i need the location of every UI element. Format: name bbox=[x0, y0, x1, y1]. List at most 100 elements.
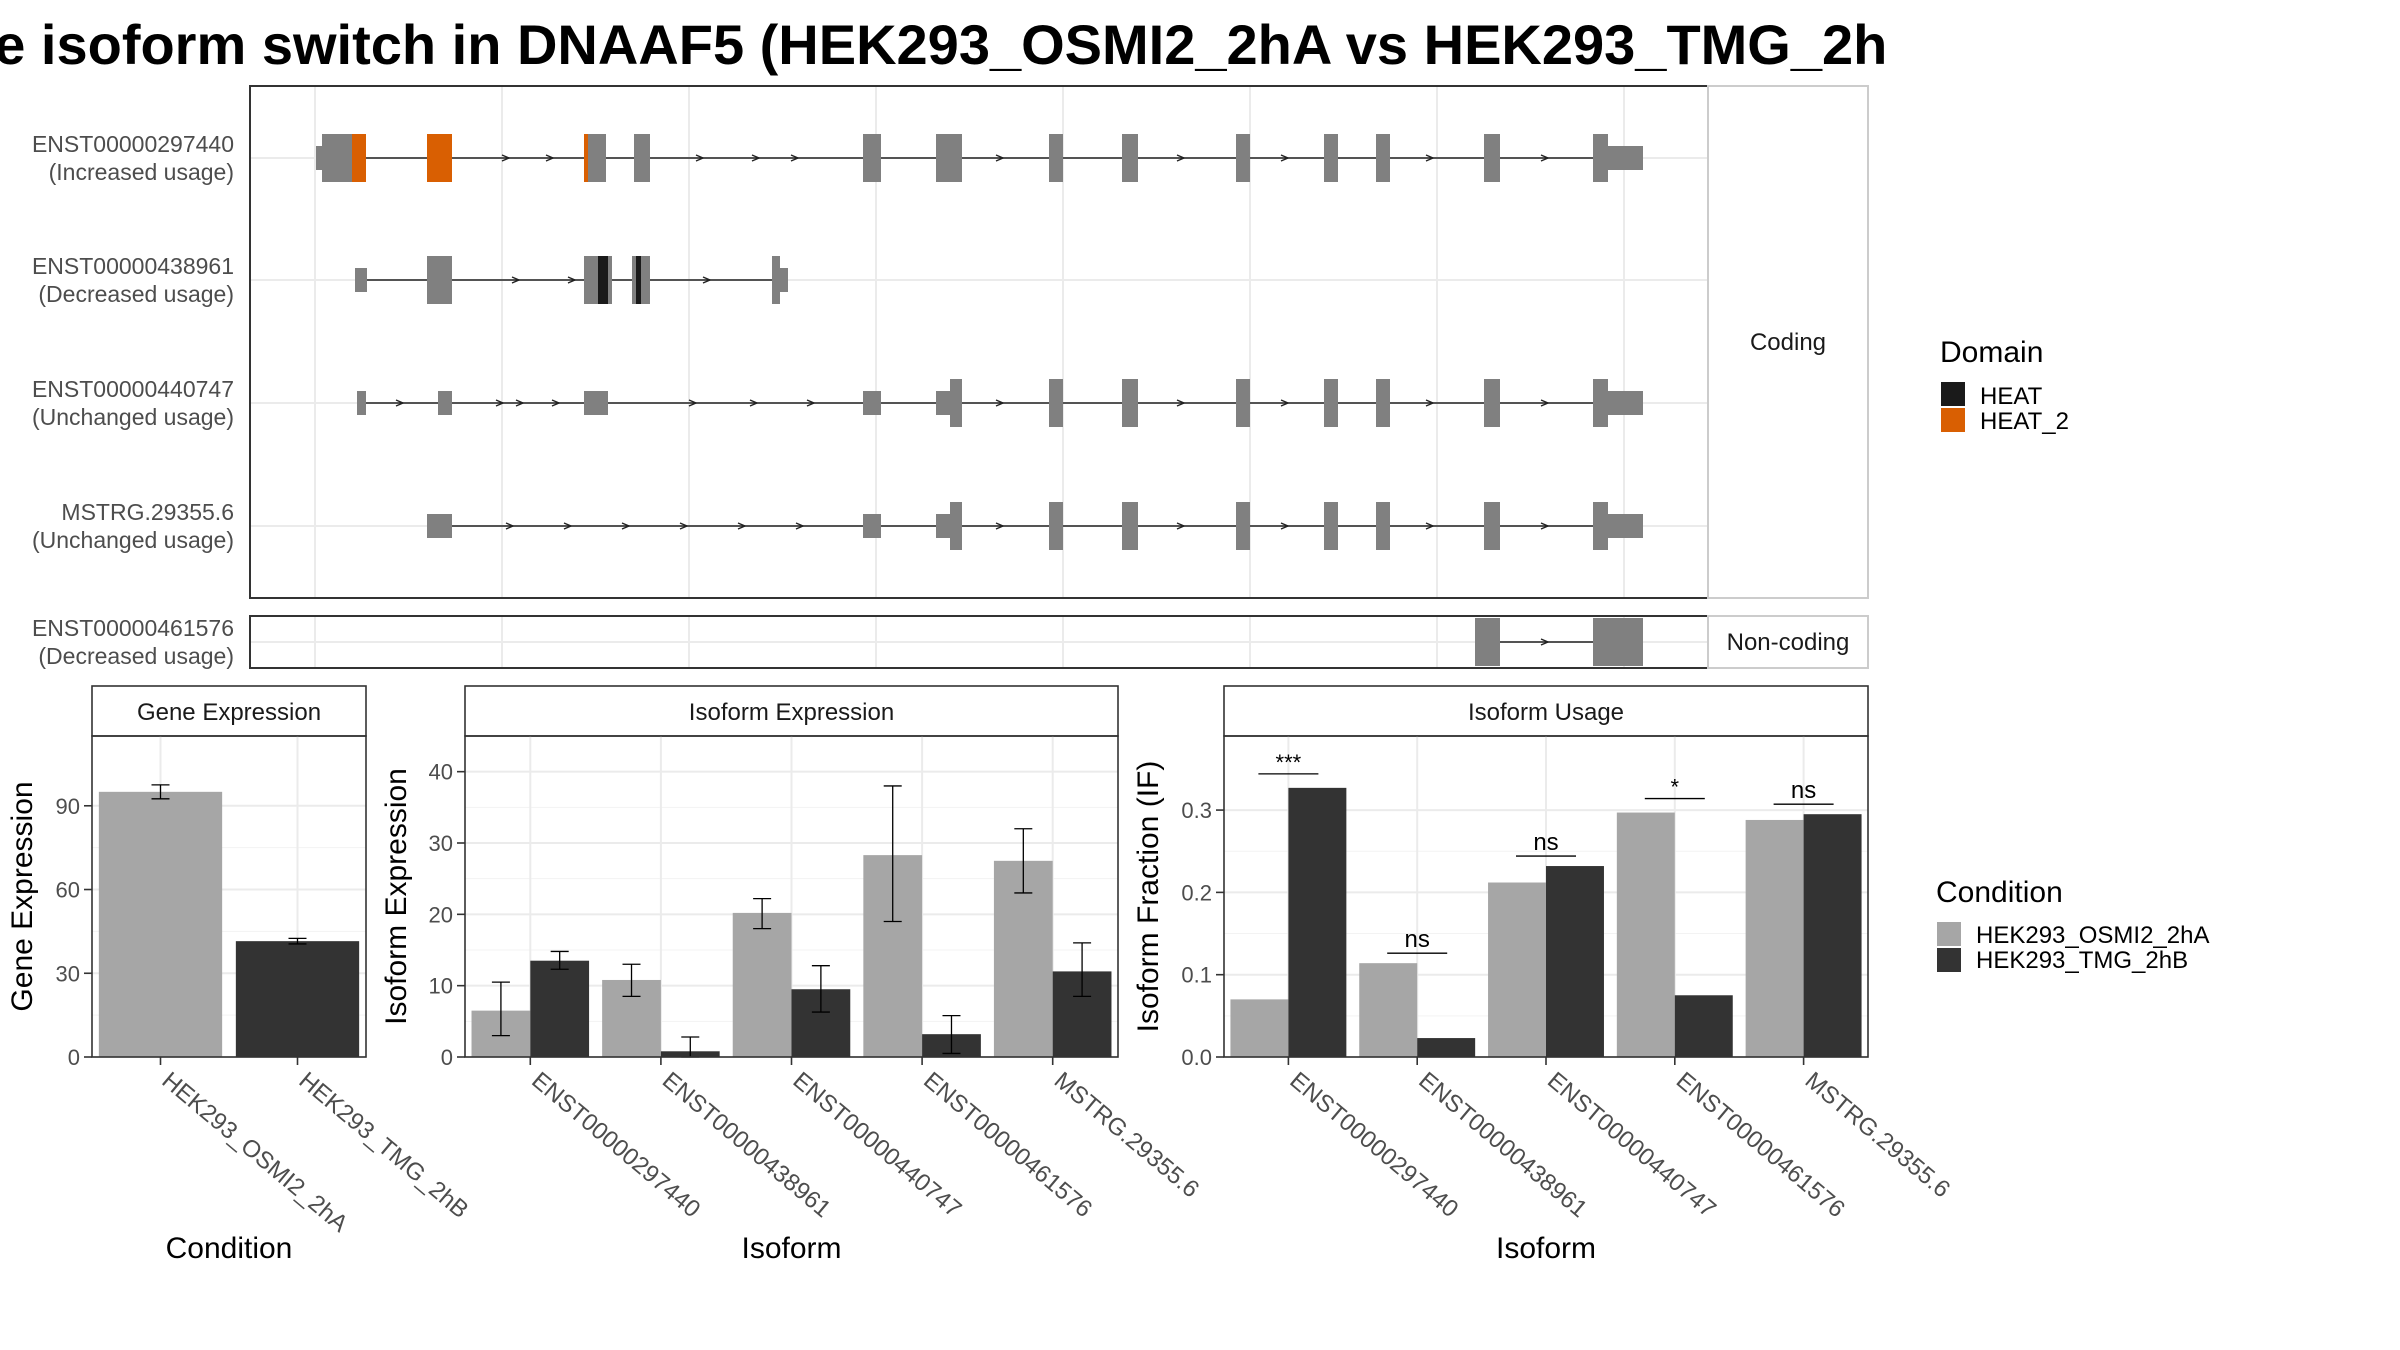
strand-arrow bbox=[1540, 522, 1550, 530]
panel-strip bbox=[91, 685, 367, 737]
error-bar bbox=[151, 784, 170, 800]
exon bbox=[641, 256, 650, 304]
exon bbox=[1593, 379, 1608, 427]
exon bbox=[1324, 379, 1338, 427]
bar-MSTRG.29355.6-HEK293_TMG_2hB bbox=[1803, 814, 1862, 1057]
exon bbox=[316, 146, 322, 170]
heat-swatch bbox=[1941, 382, 1965, 406]
strand-arrow bbox=[790, 154, 800, 162]
facet-label-noncoding: Non-coding bbox=[1727, 629, 1850, 656]
gene-structure-panel: ENST00000297440(Increased usage) ENST0000… bbox=[32, 85, 1869, 669]
heat2-swatch bbox=[1941, 408, 1965, 432]
y-tick-label: 0 bbox=[68, 1045, 80, 1070]
strand-arrow bbox=[1425, 522, 1435, 530]
strand-arrow bbox=[1280, 399, 1290, 407]
exon bbox=[1608, 514, 1643, 538]
bar-ENST00000438961-HEK293_OSMI2_2hA bbox=[1359, 963, 1418, 1057]
exon bbox=[1049, 502, 1063, 550]
exon bbox=[322, 134, 352, 182]
strand-arrow bbox=[688, 399, 698, 407]
y-axis-title: Isoform Expression bbox=[380, 768, 413, 1025]
bar-MSTRG.29355.6-HEK293_OSMI2_2hA bbox=[1745, 819, 1804, 1057]
exon bbox=[936, 134, 962, 182]
exon bbox=[1122, 134, 1138, 182]
exon bbox=[1324, 502, 1338, 550]
exon bbox=[427, 514, 452, 538]
bar-ENST00000297440-HEK293_TMG_2hB bbox=[530, 960, 590, 1057]
y-tick-label: 0.1 bbox=[1181, 963, 1212, 988]
y-axis-title: Isoform Fraction (IF) bbox=[1132, 761, 1165, 1033]
y-tick-label: 0.3 bbox=[1181, 798, 1212, 823]
exon bbox=[632, 256, 636, 304]
exon bbox=[1475, 618, 1500, 666]
exon bbox=[950, 379, 962, 427]
strand-arrow bbox=[679, 522, 689, 530]
strand-arrow bbox=[995, 154, 1005, 162]
y-tick-label: 0 bbox=[441, 1045, 453, 1070]
exon bbox=[1484, 379, 1500, 427]
x-axis-title: Condition bbox=[166, 1232, 293, 1265]
exon bbox=[1608, 391, 1643, 415]
error-bar bbox=[622, 963, 641, 998]
exon bbox=[1236, 134, 1250, 182]
isoform-expression-panel: Isoform Expression010203040ENST000002974… bbox=[380, 685, 1204, 1265]
transcript-id-label: MSTRG.29355.6 bbox=[61, 499, 234, 525]
strand-arrow bbox=[563, 522, 573, 530]
heat-domain-segment bbox=[598, 256, 608, 304]
strand-arrow bbox=[505, 522, 515, 530]
legend-item-condition-1: HEK293_OSMI2_2hA bbox=[1976, 922, 2209, 949]
error-bar bbox=[1073, 942, 1092, 998]
transcript-usage-label: (Decreased usage) bbox=[38, 643, 234, 669]
bar-ENST00000440747-HEK293_OSMI2_2hA bbox=[1488, 882, 1546, 1057]
strand-arrow bbox=[737, 522, 747, 530]
transcript-id-label: ENST00000297440 bbox=[32, 131, 234, 157]
y-tick-label: 60 bbox=[56, 878, 80, 903]
heat-domain-segment bbox=[636, 256, 641, 304]
transcript-usage-label: (Unchanged usage) bbox=[32, 527, 234, 553]
exon bbox=[634, 134, 650, 182]
exon bbox=[950, 502, 962, 550]
strand-arrow bbox=[495, 399, 505, 407]
strand-arrow bbox=[515, 399, 525, 407]
error-bar bbox=[491, 981, 510, 1037]
strand-arrow bbox=[1176, 399, 1186, 407]
strand-arrow bbox=[511, 276, 521, 284]
exon bbox=[432, 256, 452, 304]
error-bar bbox=[942, 1014, 961, 1055]
transcript-ENST00000440747 bbox=[357, 379, 1643, 427]
significance-label: ns bbox=[1405, 926, 1430, 953]
exon bbox=[936, 391, 950, 415]
exon bbox=[1593, 618, 1643, 666]
exon bbox=[1376, 502, 1390, 550]
exon bbox=[863, 134, 881, 182]
strand-arrow bbox=[702, 276, 712, 284]
exon bbox=[1049, 134, 1063, 182]
strand-arrow bbox=[1540, 399, 1550, 407]
exon bbox=[780, 268, 788, 292]
exon bbox=[584, 256, 598, 304]
y-tick-label: 20 bbox=[429, 902, 453, 927]
panel-strip bbox=[1223, 685, 1869, 737]
error-bar bbox=[550, 950, 569, 970]
panel-title: Isoform Usage bbox=[1468, 699, 1624, 726]
condition-swatch-1 bbox=[1937, 922, 1961, 946]
strand-arrow bbox=[395, 399, 405, 407]
significance-label: ns bbox=[1533, 829, 1558, 856]
exon bbox=[355, 268, 367, 292]
transcript-id-label: ENST00000438961 bbox=[32, 253, 234, 279]
exon bbox=[1484, 134, 1500, 182]
y-axis-title: Gene Expression bbox=[6, 781, 39, 1011]
facet-label-coding: Coding bbox=[1750, 329, 1826, 356]
exon bbox=[863, 391, 881, 415]
exon bbox=[1236, 379, 1250, 427]
legend-item-heat: HEAT bbox=[1980, 383, 2043, 410]
strand-arrow bbox=[795, 522, 805, 530]
transcript-ENST00000297440 bbox=[316, 134, 1643, 182]
legend-item-condition-2: HEK293_TMG_2hB bbox=[1976, 947, 2188, 974]
strand-arrow bbox=[1540, 154, 1550, 162]
exon bbox=[1236, 502, 1250, 550]
exon bbox=[588, 134, 606, 182]
